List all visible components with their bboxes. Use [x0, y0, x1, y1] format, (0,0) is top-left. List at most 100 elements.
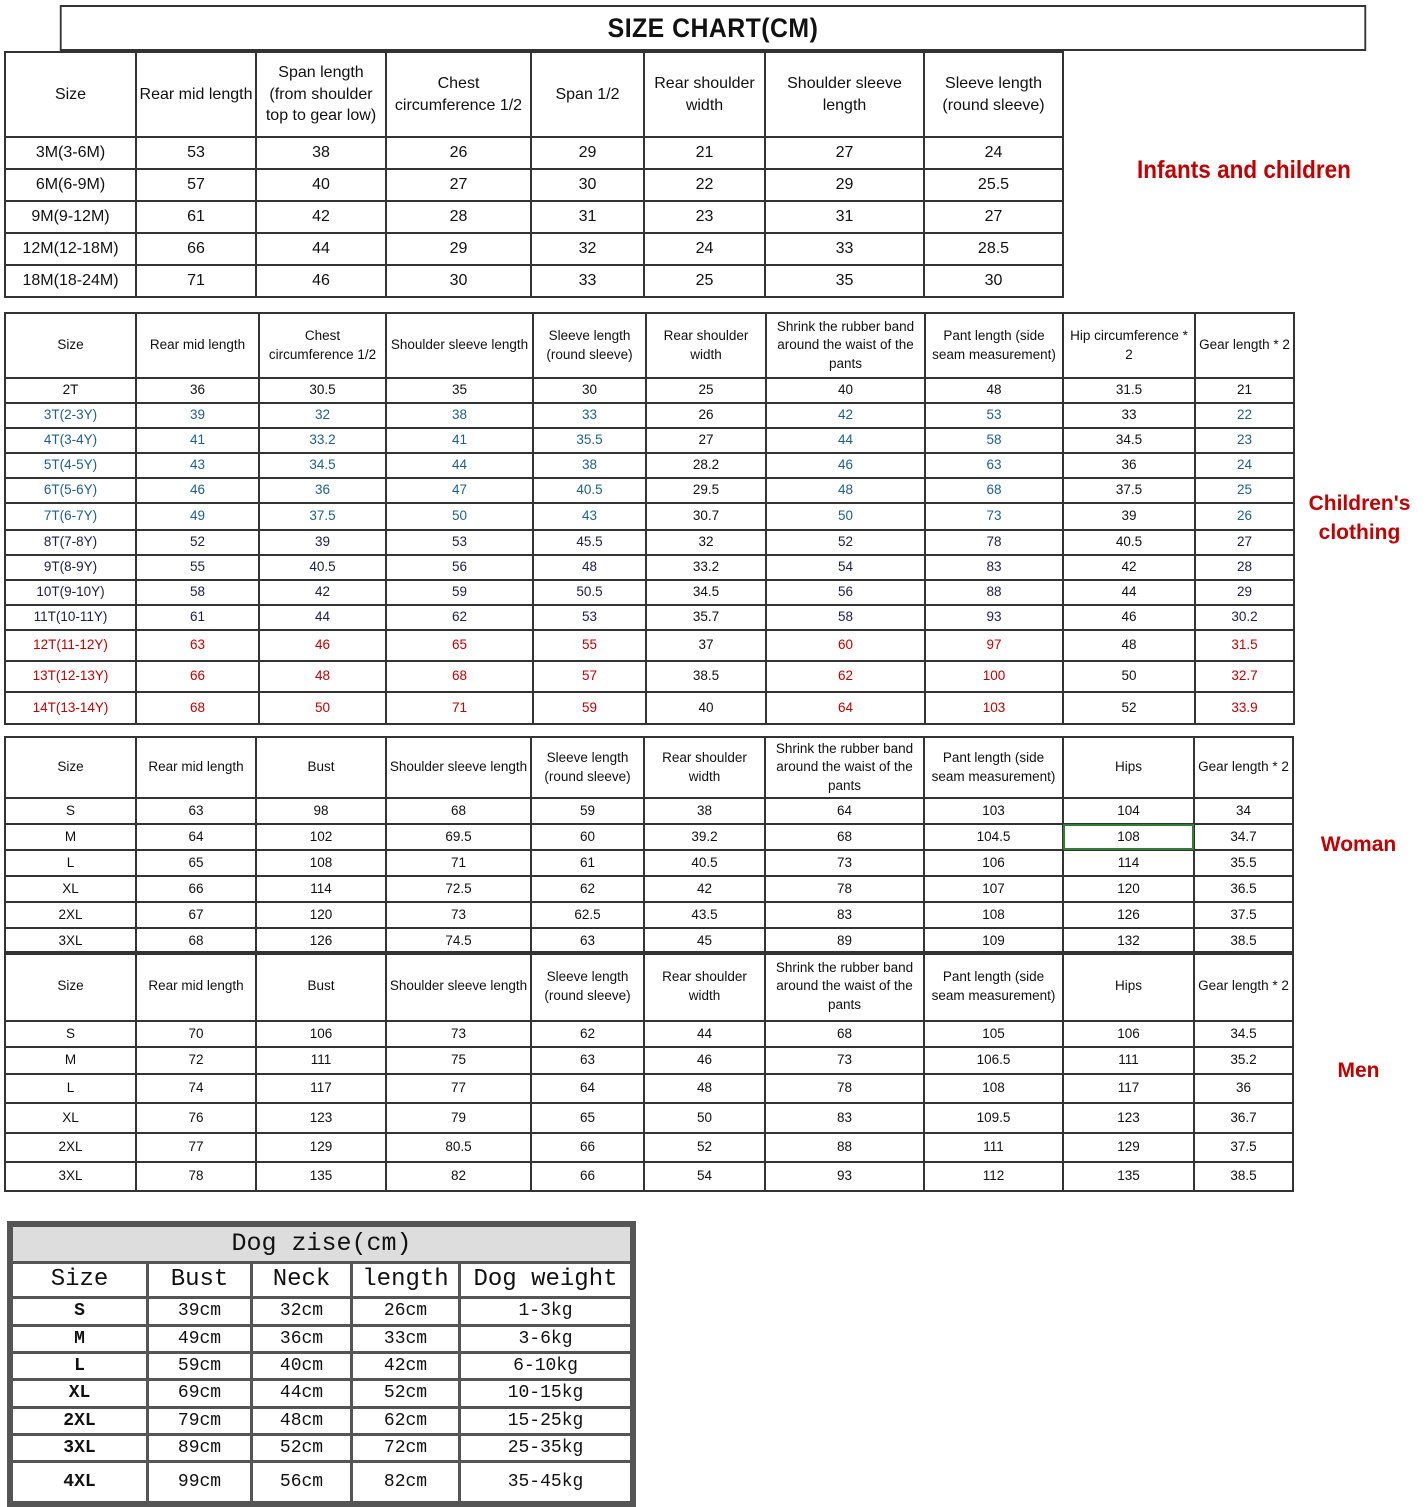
- value-cell: 43: [135, 452, 260, 479]
- value-cell: 60: [530, 823, 645, 851]
- value-cell: 38: [532, 452, 647, 479]
- size-cell: M: [10, 1323, 149, 1355]
- value-cell: 93: [924, 604, 1064, 631]
- value-cell: 30: [532, 377, 647, 404]
- value-cell: 76: [135, 1102, 257, 1134]
- size-cell: 5T(4-5Y): [4, 452, 137, 479]
- value-cell: 50: [643, 1102, 766, 1134]
- column-header: Shrink the rubber band around the waist …: [764, 736, 925, 799]
- value-cell: 27: [1194, 529, 1295, 556]
- value-cell: 35.2: [1193, 1046, 1294, 1075]
- value-cell: 89cm: [146, 1432, 253, 1464]
- value-cell: 27: [764, 136, 925, 170]
- column-header: Bust: [146, 1260, 253, 1300]
- value-cell: 26cm: [350, 1296, 461, 1327]
- value-cell: 46: [1062, 604, 1196, 631]
- table-row: S 70 106 73 62 44 68 105 106 34.5: [4, 1020, 1423, 1048]
- value-cell: 69.5: [385, 823, 532, 851]
- value-cell: 59: [532, 691, 647, 725]
- value-cell: 24: [1194, 452, 1295, 479]
- value-cell: 38.5: [645, 660, 767, 693]
- column-header: Pant length (side seam measurement): [923, 951, 1064, 1022]
- value-cell: 25: [643, 264, 766, 298]
- value-cell: 24: [643, 232, 766, 266]
- value-cell: 52: [765, 529, 926, 556]
- value-cell: 29: [1194, 579, 1295, 606]
- table-row: L 65 108 71 61 40.5 73 106 114 35.5: [4, 849, 1423, 877]
- value-cell: 62.5: [530, 901, 645, 929]
- value-cell: 33.2: [645, 554, 767, 581]
- value-cell: 109.5: [923, 1102, 1064, 1134]
- size-cell: XL: [4, 1102, 137, 1134]
- value-cell: 40.5: [258, 554, 387, 581]
- value-cell: 120: [255, 901, 387, 929]
- value-cell: 48: [258, 660, 387, 693]
- value-cell: 44: [1062, 579, 1196, 606]
- column-header: Rear mid length: [135, 51, 257, 138]
- page-title: SIZE CHART(CM): [59, 5, 1367, 51]
- value-cell: 72: [135, 1046, 257, 1075]
- size-cell: 3XL: [10, 1432, 149, 1464]
- column-header: Size: [4, 312, 137, 379]
- value-cell: 30: [530, 168, 645, 202]
- value-cell: 39: [135, 402, 260, 429]
- value-cell: 107: [923, 875, 1064, 903]
- value-cell: 59: [385, 579, 534, 606]
- size-cell: 3M(3-6M): [4, 136, 137, 170]
- value-cell: 68: [764, 1020, 925, 1048]
- value-cell: 103: [923, 797, 1064, 825]
- value-cell: 123: [255, 1102, 387, 1134]
- value-cell: 28: [1194, 554, 1295, 581]
- value-cell: 64: [135, 823, 257, 851]
- value-cell: 6-10kg: [458, 1350, 633, 1382]
- value-cell: 65: [530, 1102, 645, 1134]
- value-cell: 29: [385, 232, 532, 266]
- dog-table-title: Dog zise(cm): [10, 1224, 633, 1264]
- value-cell: 120: [1062, 875, 1195, 903]
- size-cell: 13T(12-13Y): [4, 660, 137, 693]
- table-row: 3XL 89cm 52cm 72cm 25-35kg: [10, 1432, 633, 1464]
- value-cell: 71: [385, 691, 534, 725]
- value-cell: 28: [385, 200, 532, 234]
- value-cell: 123: [1062, 1102, 1195, 1134]
- value-cell: 66: [135, 875, 257, 903]
- size-cell: 12T(11-12Y): [4, 629, 137, 662]
- column-header: Rear shoulder width: [643, 736, 766, 799]
- value-cell: 53: [532, 604, 647, 631]
- table-row: 4T(3-4Y) 41 33.2 41 35.5 27 44 58 34.5 23: [4, 427, 1424, 454]
- title-row: Dog zise(cm): [10, 1224, 633, 1264]
- men-size-table: Size Rear mid length Bust Shoulder sleeve l…: [4, 951, 1423, 1192]
- value-cell: 64: [764, 797, 925, 825]
- value-cell: 42: [1062, 554, 1196, 581]
- size-cell: 3T(2-3Y): [4, 402, 137, 429]
- table-row: M 72 111 75 63 46 73 106.5 111 35.2: [4, 1046, 1423, 1075]
- column-header: Gear length * 2: [1193, 736, 1294, 799]
- value-cell: 30.2: [1194, 604, 1295, 631]
- value-cell: 66: [530, 1161, 645, 1192]
- value-cell: 25-35kg: [458, 1432, 633, 1464]
- table-row: 2XL 77 129 80.5 66 52 88 111 129 37.5: [4, 1132, 1423, 1163]
- size-cell: 7T(6-7Y): [4, 502, 137, 531]
- value-cell: 117: [255, 1073, 387, 1104]
- value-cell: 56: [765, 579, 926, 606]
- value-cell: 78: [924, 529, 1064, 556]
- table-row: L 74 117 77 64 48 78 108 117 36: [4, 1073, 1423, 1104]
- size-cell: XL: [10, 1378, 149, 1409]
- value-cell: 36: [258, 477, 387, 504]
- value-cell: 53: [135, 136, 257, 170]
- value-cell: 64: [530, 1073, 645, 1104]
- value-cell: 52cm: [350, 1378, 461, 1409]
- table-row: 12T(11-12Y) 63 46 65 55 37 60 97 48 31.5: [4, 629, 1424, 662]
- value-cell: 22: [643, 168, 766, 202]
- section-label: Men: [1292, 952, 1423, 1191]
- column-header: Neck: [250, 1260, 353, 1300]
- value-cell: 39.2: [643, 823, 766, 851]
- value-cell: 72cm: [350, 1432, 461, 1464]
- value-cell: 15-25kg: [458, 1405, 633, 1436]
- value-cell: 53: [924, 402, 1064, 429]
- value-cell: 59cm: [146, 1350, 253, 1382]
- size-cell: 6T(5-6Y): [4, 477, 137, 504]
- value-cell: 30: [923, 264, 1064, 298]
- value-cell: 36cm: [250, 1323, 353, 1355]
- value-cell: 36: [1193, 1073, 1294, 1104]
